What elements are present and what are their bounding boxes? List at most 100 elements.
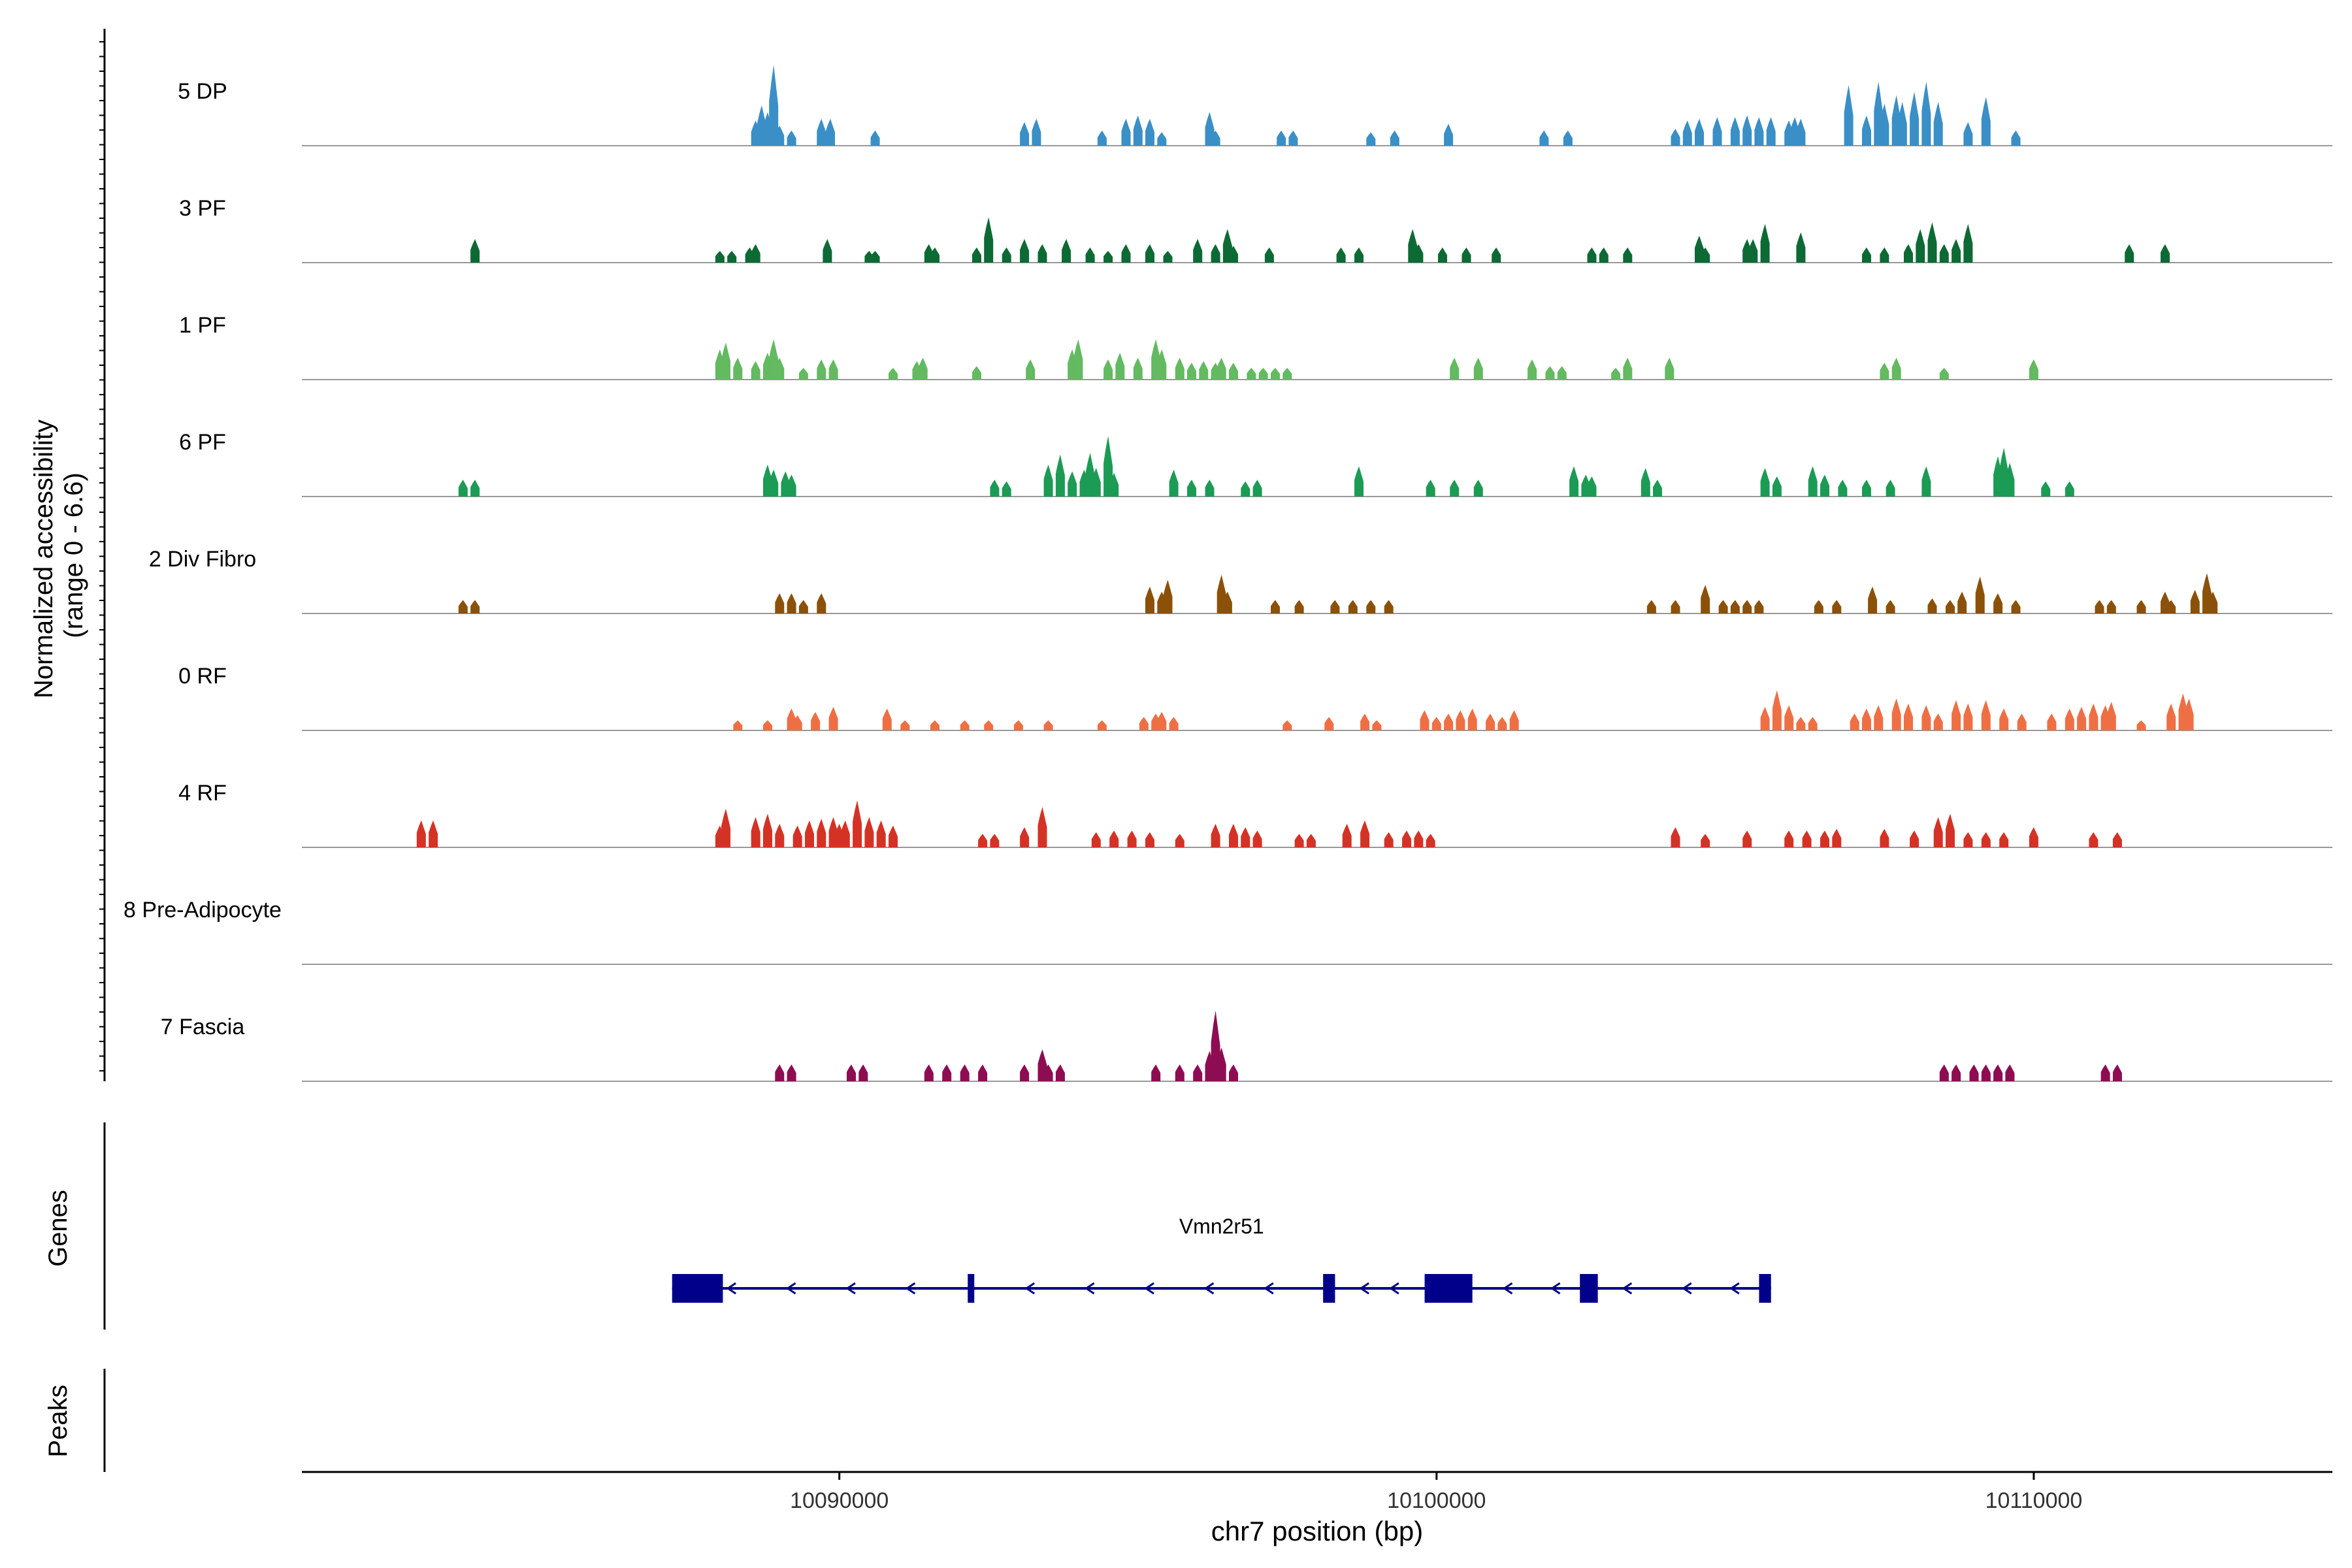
coverage-peak — [876, 820, 886, 847]
coverage-peak — [2161, 244, 2170, 263]
coverage-peak — [1904, 244, 1913, 263]
coverage-peak — [990, 480, 1000, 497]
coverage-peak — [1414, 244, 1424, 263]
coverage-peak — [1742, 600, 1752, 613]
strand-arrow — [1622, 1282, 1633, 1295]
coverage-peak — [1563, 130, 1573, 146]
coverage-peak — [1772, 690, 1782, 730]
coverage-peak — [1103, 359, 1113, 380]
coverage-peak — [1145, 244, 1154, 263]
coverage-peak — [1068, 471, 1077, 497]
coverage-peak — [1754, 600, 1764, 613]
strand-arrow — [1084, 1282, 1095, 1295]
coverage-peak — [1097, 720, 1107, 730]
coverage-y-ticks — [99, 41, 105, 1071]
coverage-peak — [470, 480, 480, 497]
coverage-peak — [769, 65, 779, 146]
coverage-peak — [1420, 710, 1429, 730]
peaks-track-title: Peaks — [44, 1384, 73, 1457]
coverage-peak — [1946, 600, 1955, 613]
coverage-peak — [1933, 102, 1943, 146]
coverage-peak — [1862, 115, 1871, 146]
strand-arrow — [1550, 1282, 1561, 1295]
coverage-peak — [2208, 591, 2218, 613]
coverage-peak — [1426, 480, 1435, 497]
coverage-peak — [1569, 466, 1579, 497]
coverage-peak — [1294, 600, 1304, 613]
coverage-peak — [1646, 600, 1656, 613]
coverage-peak — [1957, 591, 1967, 613]
coverage-peak — [1157, 132, 1167, 146]
strand-arrow — [726, 1282, 736, 1295]
gene-exon — [1580, 1274, 1598, 1303]
coverage-peak — [751, 817, 760, 847]
track-3-pf: 3 PF — [179, 196, 2332, 263]
coverage-peak — [1032, 118, 1041, 146]
coverage-peak — [1175, 357, 1184, 380]
coverage-peak — [1366, 600, 1376, 613]
coverage-peak — [1910, 91, 1919, 146]
coverage-peak — [1103, 251, 1113, 263]
coverage-peak — [811, 711, 821, 730]
coverage-peak — [1211, 823, 1220, 847]
coverage-peak — [978, 1064, 988, 1081]
y-axis-title-line-2: (range 0 - 6.6) — [59, 472, 88, 638]
coverage-peak — [1205, 480, 1215, 497]
track-6-pf: 6 PF — [179, 430, 2332, 497]
coverage-peak — [2047, 713, 2057, 730]
coverage-peak — [2166, 600, 2176, 613]
coverage-peak — [1497, 717, 1507, 730]
coverage-peak — [1880, 247, 1889, 263]
coverage-peak — [1623, 247, 1633, 263]
coverage-peak — [1921, 705, 1931, 730]
coverage-peak — [1139, 717, 1149, 730]
coverage-peak — [1121, 118, 1131, 146]
coverage-peak — [1916, 229, 1925, 263]
coverage-peak — [769, 469, 779, 497]
coverage-peak — [1766, 117, 1776, 146]
coverage-peak — [1718, 600, 1728, 613]
coverage-peak — [1611, 368, 1621, 380]
coverage-peak — [1384, 832, 1394, 847]
coverage-peak — [775, 357, 785, 380]
coverage-peak — [1037, 244, 1047, 263]
coverage-peak — [1891, 698, 1901, 730]
coverage-peak — [1832, 828, 1842, 847]
coverage-peak — [1241, 481, 1250, 497]
coverage-peak — [870, 130, 880, 146]
gene-track: Vmn2r51 — [672, 1215, 1771, 1303]
coverage-peak — [1820, 830, 1829, 847]
coverage-peak — [1163, 580, 1173, 613]
coverage-peak — [1450, 480, 1460, 497]
coverage-peak — [930, 247, 939, 263]
coverage-peak — [984, 720, 994, 730]
coverage-peak — [1701, 585, 1710, 613]
coverage-peak — [826, 118, 835, 146]
coverage-peak — [817, 118, 826, 146]
coverage-peak — [1730, 600, 1740, 613]
track-label: 6 PF — [179, 430, 226, 455]
coverage-peak — [1796, 118, 1806, 146]
coverage-peak — [1933, 817, 1943, 847]
coverage-peak — [1808, 466, 1818, 497]
coverage-peak — [1623, 357, 1633, 380]
coverage-peak — [1975, 576, 1985, 613]
coverage-peak — [1282, 720, 1292, 730]
coverage-peak — [1109, 472, 1119, 497]
coverage-peak — [1730, 117, 1740, 146]
coverage-peak — [1456, 710, 1465, 730]
coverage-peak — [817, 359, 826, 380]
coverage-peak — [2077, 706, 2087, 730]
coverage-peak — [2041, 481, 2051, 497]
coverage-peak — [1222, 591, 1232, 613]
coverage-peak — [1527, 359, 1537, 380]
coverage-peak — [2089, 703, 2099, 730]
coverage-peak — [1796, 717, 1806, 730]
coverage-peak — [918, 357, 928, 380]
coverage-peak — [889, 368, 898, 380]
strand-arrow — [1729, 1282, 1740, 1295]
coverage-peak — [1043, 1064, 1053, 1081]
coverage-peak — [1671, 827, 1680, 847]
coverage-peak — [972, 247, 981, 263]
coverage-peak — [1342, 823, 1352, 847]
